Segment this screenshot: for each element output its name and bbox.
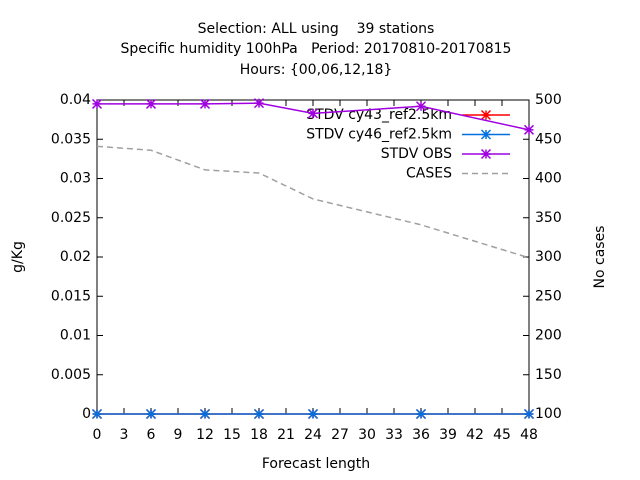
y-tick-label: 0.015	[51, 288, 91, 304]
y-tick-label: 0.04	[60, 92, 91, 108]
y2-tick-label: 100	[535, 406, 562, 422]
x-tick-label: 15	[223, 427, 241, 443]
marker	[199, 408, 211, 420]
marker	[253, 408, 265, 420]
marker	[145, 98, 157, 109]
y-tick-label: 0	[82, 406, 91, 422]
y-tick-label: 0.005	[51, 367, 91, 383]
legend-marker	[480, 129, 492, 140]
y-tick-label: 0.02	[60, 249, 91, 265]
y-tick-label: 0.025	[51, 210, 91, 226]
x-tick-label: 21	[277, 427, 295, 443]
x-tick-label: 12	[196, 427, 214, 443]
y2-tick-label: 400	[535, 171, 562, 187]
y-axis-label: g/Kg	[10, 241, 26, 273]
x-tick-label: 48	[520, 427, 538, 443]
plot-frame	[96, 99, 530, 415]
y2-tick-label: 300	[535, 249, 562, 265]
marker	[307, 408, 319, 420]
series-line	[96, 145, 530, 259]
chart-title: Selection: ALL using 39 stations	[198, 21, 435, 37]
y2-tick-label: 450	[535, 131, 562, 147]
x-tick-label: 30	[358, 427, 376, 443]
x-tick-label: 33	[385, 427, 403, 443]
x-tick-label: 24	[304, 427, 322, 443]
marker	[415, 408, 427, 420]
marker	[523, 408, 535, 420]
legend-label: STDV OBS	[381, 146, 452, 162]
marker	[91, 408, 103, 420]
y-tick-label: 0.03	[60, 171, 91, 187]
legend-label: STDV cy46_ref2.5km	[306, 127, 452, 143]
x-tick-label: 0	[93, 427, 102, 443]
y2-tick-label: 350	[535, 210, 562, 226]
y-tick-label: 0.01	[60, 328, 91, 344]
y2-tick-label: 150	[535, 367, 562, 383]
marker	[91, 98, 103, 109]
x-tick-label: 9	[174, 427, 183, 443]
x-tick-label: 42	[466, 427, 484, 443]
x-tick-label: 27	[331, 427, 349, 443]
x-tick-label: 36	[412, 427, 430, 443]
y-tick-label: 0.035	[51, 131, 91, 147]
x-tick-label: 45	[493, 427, 511, 443]
marker	[145, 408, 157, 420]
y2-tick-label: 250	[535, 288, 562, 304]
x-tick-label: 6	[147, 427, 156, 443]
y2-axis-label: No cases	[592, 226, 608, 289]
legend-label: CASES	[406, 166, 452, 182]
y2-tick-label: 500	[535, 92, 562, 108]
legend-marker	[480, 109, 492, 121]
legend-marker	[480, 148, 492, 160]
marker	[523, 124, 535, 135]
x-tick-label: 3	[120, 427, 129, 443]
marker	[199, 98, 211, 109]
x-tick-label: 18	[250, 427, 268, 443]
x-axis-label: Forecast length	[262, 456, 370, 472]
y2-tick-label: 200	[535, 328, 562, 344]
marker	[253, 98, 265, 109]
x-tick-label: 39	[439, 427, 457, 443]
chart-title: Hours: {00,06,12,18}	[240, 62, 393, 78]
marker	[307, 108, 319, 119]
chart-title: Specific humidity 100hPa Period: 2017081…	[121, 41, 512, 57]
marker	[415, 101, 427, 112]
